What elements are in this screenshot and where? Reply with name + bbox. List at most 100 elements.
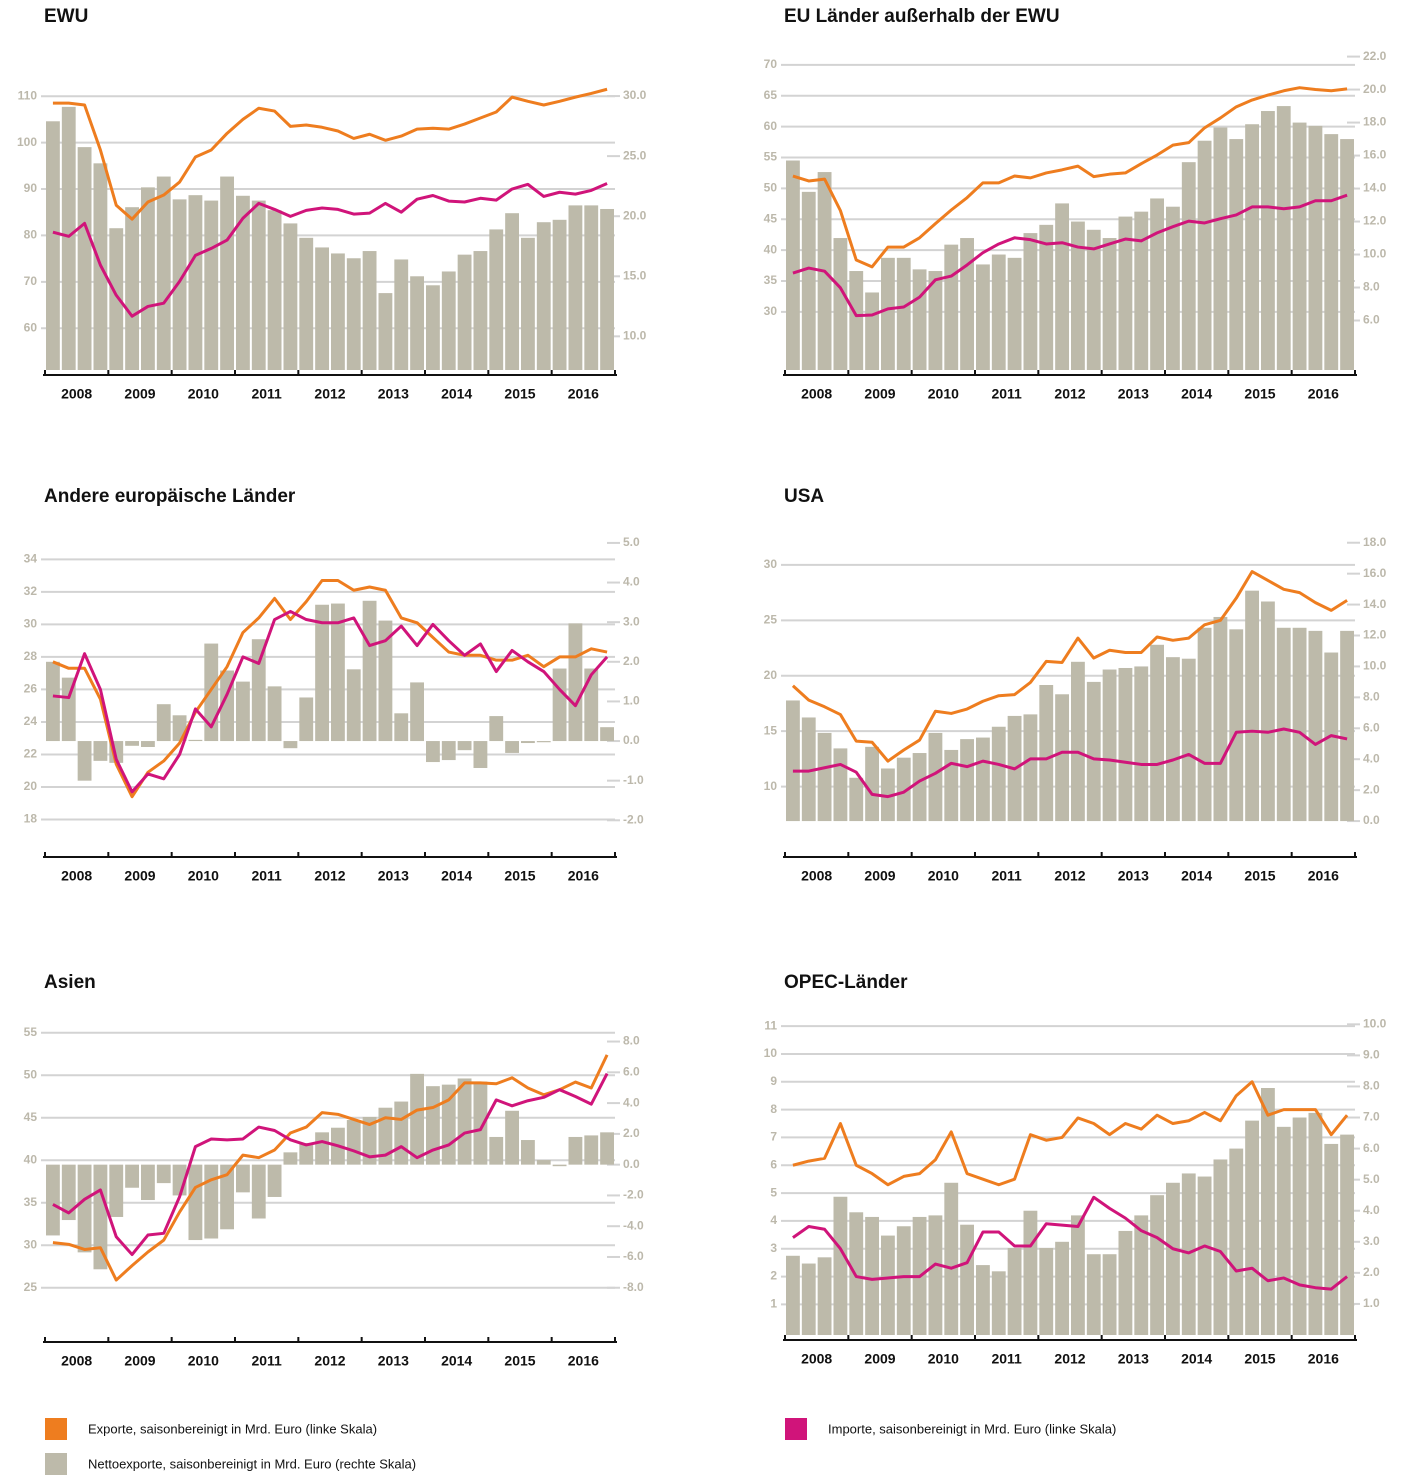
y2-tick-label: 8.0 (1363, 280, 1380, 294)
y2-tick-label: 18.0 (1363, 535, 1387, 549)
line (792, 86, 1348, 269)
bar (473, 741, 488, 768)
x-tick-label: 2011 (251, 868, 282, 884)
y2-tick-label: 10.0 (1363, 247, 1387, 261)
y-tick-label: 90 (24, 181, 38, 195)
y-tick-label: 30 (764, 557, 778, 571)
y-tick-label: 35 (24, 1195, 38, 1209)
y-tick-label: 30 (764, 304, 778, 318)
bar (299, 237, 314, 370)
y2-tick-label: 3.0 (623, 614, 640, 628)
bar (568, 623, 583, 742)
x-tick-label: 2014 (1181, 1351, 1212, 1367)
bar (1023, 233, 1038, 370)
bar (552, 668, 567, 742)
bar (299, 1143, 314, 1165)
y-tick-label: 40 (764, 242, 778, 256)
chart-title: OPEC-Länder (784, 972, 908, 993)
bar (61, 106, 76, 370)
x-tick-label: 2013 (1118, 386, 1149, 402)
bar (204, 1164, 219, 1239)
bar (1308, 125, 1323, 371)
bar (236, 195, 250, 370)
y-tick-label: 4 (770, 1213, 777, 1227)
bar (77, 147, 92, 370)
x-tick-label: 2014 (441, 868, 472, 884)
bar (77, 1164, 92, 1253)
x-tick-label: 2008 (61, 1353, 92, 1369)
y2-tick-label: 0.0 (623, 733, 640, 747)
bar (786, 700, 800, 822)
y-tick-label: 45 (764, 211, 778, 225)
y-tick-label: 11 (764, 1018, 777, 1032)
bar (801, 191, 816, 370)
y-tick-label: 3 (770, 1241, 777, 1255)
y-tick-label: 5 (770, 1185, 777, 1199)
x-tick-label: 2008 (801, 868, 832, 884)
bar (410, 276, 424, 370)
y2-tick-label: 2.0 (1363, 1265, 1380, 1279)
bar (1340, 630, 1354, 822)
y-tick-label: 30 (24, 1237, 38, 1251)
bar (928, 271, 943, 370)
bar (1023, 714, 1038, 822)
y2-tick-label: 4.0 (1363, 1203, 1380, 1217)
bar (93, 1164, 108, 1270)
bar (600, 727, 614, 742)
x-tick-label: 2015 (504, 386, 535, 402)
x-tick-label: 2013 (378, 386, 409, 402)
bar (441, 741, 456, 761)
bar (251, 200, 266, 370)
bar (236, 1164, 250, 1193)
bar (600, 1132, 614, 1165)
bar (976, 264, 990, 370)
y2-tick-label: 5.0 (1363, 1172, 1380, 1186)
y2-tick-label: 0.0 (1363, 813, 1380, 827)
line (52, 87, 608, 221)
bar (1166, 206, 1180, 370)
chart-title: EWU (44, 6, 88, 27)
bar (267, 686, 282, 742)
bar (505, 1110, 519, 1165)
bar (362, 1116, 377, 1165)
y2-tick-label: 2.0 (623, 654, 640, 668)
bar (172, 199, 187, 370)
x-tick-label: 2009 (864, 1351, 895, 1367)
bar (976, 1265, 990, 1335)
legend-swatch (45, 1418, 67, 1440)
line (792, 1195, 1349, 1291)
y2-tick-label: 10.0 (1363, 659, 1387, 673)
bar (1213, 616, 1228, 822)
x-tick-label: 2008 (801, 386, 832, 402)
x-tick-label: 2011 (251, 386, 282, 402)
x-tick-label: 2008 (801, 1351, 832, 1367)
bar (896, 757, 911, 822)
y-tick-label: 9 (770, 1074, 777, 1088)
x-tick-label: 2013 (1118, 868, 1149, 884)
y-tick-label: 18 (24, 812, 38, 826)
y-tick-label: 40 (24, 1152, 38, 1166)
y2-tick-label: 16.0 (1363, 566, 1387, 580)
bar (1118, 667, 1133, 822)
y-tick-label: 1 (770, 1297, 777, 1311)
x-tick-label: 2010 (928, 868, 959, 884)
bar (156, 1164, 171, 1184)
bar (331, 603, 345, 742)
y-tick-label: 6 (770, 1157, 777, 1171)
bar (362, 251, 377, 370)
legend-swatch (785, 1418, 807, 1440)
y-tick-label: 110 (18, 88, 38, 102)
bar (1150, 1195, 1164, 1335)
bar (552, 1164, 567, 1167)
bar (584, 1135, 599, 1165)
bar (188, 739, 203, 742)
bar (1197, 140, 1212, 370)
x-tick-label: 2011 (991, 386, 1022, 402)
bar (1197, 1176, 1212, 1335)
bar (1118, 1230, 1133, 1335)
y2-tick-label: 20.0 (1363, 82, 1387, 96)
y-tick-label: 80 (24, 228, 38, 242)
y2-tick-label: 14.0 (1363, 181, 1387, 195)
bar (1261, 1088, 1275, 1335)
y-tick-label: 20 (764, 668, 778, 682)
